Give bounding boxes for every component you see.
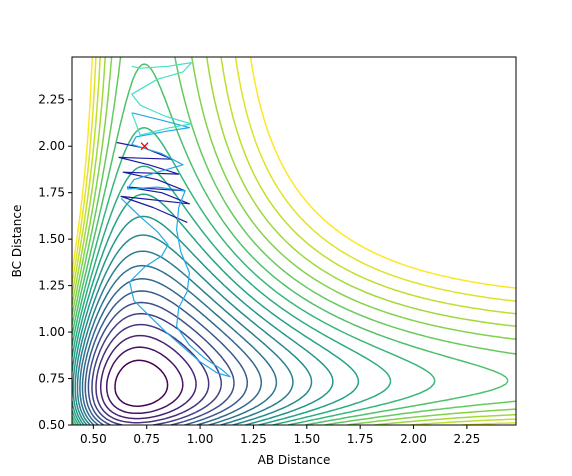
contour-level: [91, 312, 223, 425]
x-tick-label: 1.00: [187, 432, 214, 446]
contour-level: [76, 250, 294, 425]
y-tick-label: 1.25: [38, 279, 65, 293]
start-marker: [140, 142, 149, 151]
contour-level: [114, 359, 169, 407]
contour-level: [72, 57, 516, 425]
y-tick-label: 0.75: [38, 372, 65, 386]
trajectory-line: [120, 112, 231, 378]
x-tick-label: 0.75: [133, 432, 160, 446]
y-tick-label: 1.00: [38, 325, 65, 339]
x-tick-label: 0.50: [80, 432, 107, 446]
y-tick-label: 1.75: [38, 186, 65, 200]
contour-level: [72, 126, 436, 425]
x-axis-label: AB Distance: [258, 453, 331, 467]
y-tick-label: 0.50: [38, 418, 65, 432]
contour-level: [72, 193, 360, 425]
x-axis-ticks: 0.50 0.75 1.00 1.25 1.50 1.75 2.00 2.25: [80, 425, 480, 446]
contour-level: [99, 334, 197, 420]
x-tick-label: 2.00: [400, 432, 427, 446]
x-tick-label: 2.25: [454, 432, 481, 446]
contour-level: [74, 234, 313, 425]
contour-level: [87, 301, 235, 425]
contour-level: [79, 264, 278, 425]
plot-frame: [71, 56, 517, 426]
trajectory-line: [116, 141, 190, 223]
y-tick-label: 1.50: [38, 232, 65, 246]
contour-level: [72, 57, 516, 289]
contour-level: [72, 165, 392, 425]
x-tick-label: 1.25: [240, 432, 267, 446]
trajectory-line: [131, 62, 193, 136]
x-tick-label: 1.75: [347, 432, 374, 446]
x-tick-label: 1.50: [293, 432, 320, 446]
y-tick-label: 2.25: [38, 93, 65, 107]
trajectory-lines: [116, 62, 231, 378]
contour-level: [72, 215, 334, 425]
contour-level: [84, 290, 249, 425]
plot-area: [72, 57, 516, 425]
y-axis-ticks: 0.50 0.75 1.00 1.25 1.50 1.75 2.00 2.25: [38, 93, 72, 432]
contour-level: [105, 346, 184, 415]
y-axis-label: BC Distance: [10, 205, 24, 278]
start-marker-x: [140, 142, 149, 151]
y-tick-label: 2.00: [38, 139, 65, 153]
contour-level: [81, 278, 263, 425]
